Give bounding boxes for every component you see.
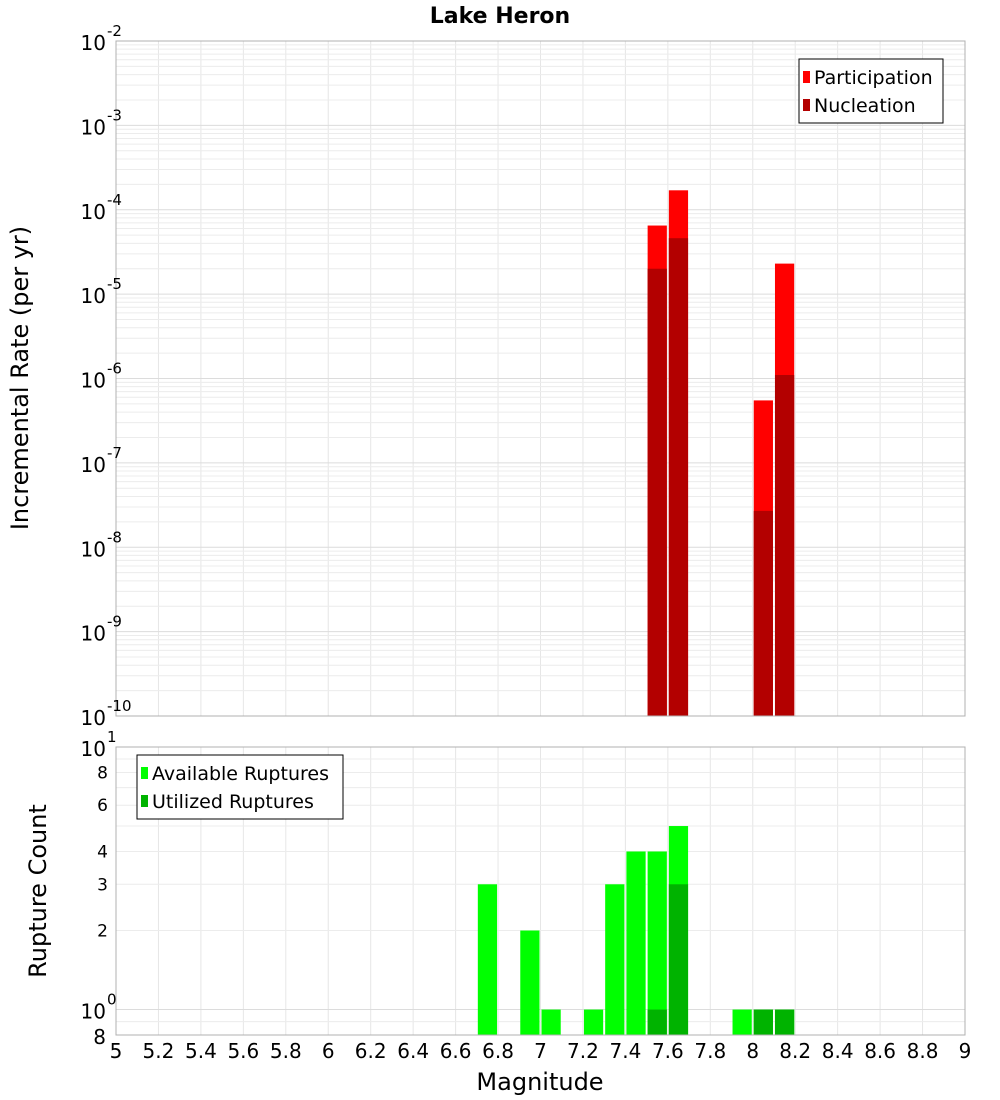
x-tick-label: 5.4 bbox=[185, 1039, 217, 1063]
y-tick-label: 10 bbox=[81, 453, 106, 477]
x-tick-label: 7.4 bbox=[609, 1039, 641, 1063]
x-tick-label: 5.8 bbox=[270, 1039, 302, 1063]
x-tick-label: 5.2 bbox=[143, 1039, 175, 1063]
y-tick-label: 10 bbox=[81, 31, 106, 55]
legend-box bbox=[798, 58, 944, 124]
y-tick-label: 10 bbox=[81, 622, 106, 646]
bar bbox=[583, 1009, 604, 1035]
y-tick-label: 10 bbox=[81, 369, 106, 393]
chart-title: Lake Heron bbox=[430, 4, 570, 29]
x-axis-label: Magnitude bbox=[476, 1068, 603, 1096]
x-tick-label: 6.6 bbox=[440, 1039, 472, 1063]
bar bbox=[541, 1009, 561, 1035]
x-tick-label: 7.2 bbox=[567, 1039, 599, 1063]
bar bbox=[626, 851, 646, 1035]
bar bbox=[774, 375, 795, 716]
x-tick-label: 7.8 bbox=[694, 1039, 726, 1063]
x-tick-label: 6.4 bbox=[397, 1039, 429, 1063]
y-tick-exponent: -6 bbox=[107, 360, 122, 378]
legend-swatch bbox=[803, 99, 810, 111]
y-tick-exponent: -10 bbox=[107, 697, 132, 715]
y-tick-label: 10 bbox=[81, 284, 106, 308]
x-tick-label: 8.8 bbox=[907, 1039, 939, 1063]
x-tick-label: 9 bbox=[959, 1039, 972, 1063]
x-tick-label: 6.2 bbox=[355, 1039, 387, 1063]
legend-box bbox=[136, 754, 344, 820]
bar bbox=[647, 268, 667, 716]
y-tick-exponent: -9 bbox=[107, 613, 122, 631]
top-y-axis-label: Incremental Rate (per yr) bbox=[6, 226, 34, 530]
x-tick-label: 8.4 bbox=[822, 1039, 854, 1063]
plot-frame bbox=[115, 40, 966, 717]
y-tick-label: 6 bbox=[97, 796, 108, 816]
x-tick-label: 7.6 bbox=[652, 1039, 684, 1063]
legend-label: Utilized Ruptures bbox=[152, 791, 314, 813]
bar bbox=[668, 238, 689, 716]
bar bbox=[647, 1009, 667, 1035]
x-tick-label: 6 bbox=[322, 1039, 335, 1063]
bar bbox=[520, 930, 540, 1035]
y-tick-exponent: -2 bbox=[107, 22, 122, 40]
y-tick-exponent: -8 bbox=[107, 528, 122, 546]
legend-label: Nucleation bbox=[814, 95, 916, 117]
y-tick-label: 3 bbox=[97, 875, 108, 895]
x-tick-label: 5.6 bbox=[227, 1039, 259, 1063]
y-tick-label: 2 bbox=[97, 922, 108, 942]
y-tick-label: 10 bbox=[81, 737, 106, 761]
top-plot-panel: 10-210-310-410-510-610-710-810-910 -10Par… bbox=[81, 22, 966, 730]
y-tick-label: 10 bbox=[81, 706, 106, 730]
bar bbox=[647, 851, 667, 1035]
y-tick-label: 10 bbox=[81, 1000, 106, 1024]
x-tick-label: 8.6 bbox=[864, 1039, 896, 1063]
legend-label: Participation bbox=[814, 67, 933, 89]
y-tick-exponent: -7 bbox=[107, 444, 122, 462]
bar bbox=[477, 884, 498, 1035]
x-tick-label: 5 bbox=[110, 1039, 123, 1063]
y-tick-exponent: -3 bbox=[107, 106, 122, 124]
legend-swatch bbox=[141, 767, 148, 779]
bar bbox=[732, 1009, 752, 1035]
x-tick-label: 8.2 bbox=[779, 1039, 811, 1063]
y-tick-exponent: 1 bbox=[107, 728, 117, 746]
x-tick-label: 8 bbox=[746, 1039, 759, 1063]
bottom-y-axis-label: Rupture Count bbox=[24, 804, 52, 978]
bar bbox=[753, 1009, 773, 1035]
y-tick-label: 10 bbox=[81, 537, 106, 561]
bar bbox=[605, 884, 625, 1035]
bar bbox=[774, 1009, 795, 1035]
y-tick-label: 10 bbox=[81, 200, 106, 224]
y-tick-label: 10 bbox=[81, 115, 106, 139]
y-tick-exponent: -4 bbox=[107, 191, 122, 209]
x-tick-label: 6.8 bbox=[482, 1039, 514, 1063]
legend-label: Available Ruptures bbox=[152, 763, 329, 785]
bar bbox=[753, 510, 773, 716]
y-tick-label: 8 bbox=[97, 763, 108, 783]
y-tick-exponent: -5 bbox=[107, 275, 122, 293]
bar bbox=[668, 884, 689, 1035]
y-tick-exponent: 0 bbox=[107, 991, 117, 1009]
x-tick-label: 7 bbox=[534, 1039, 547, 1063]
plot-frame bbox=[115, 746, 966, 1036]
legend-swatch bbox=[141, 795, 148, 807]
y-tick-label: 8 bbox=[93, 1025, 106, 1049]
legend-swatch bbox=[803, 71, 810, 83]
y-tick-label: 4 bbox=[97, 842, 108, 862]
